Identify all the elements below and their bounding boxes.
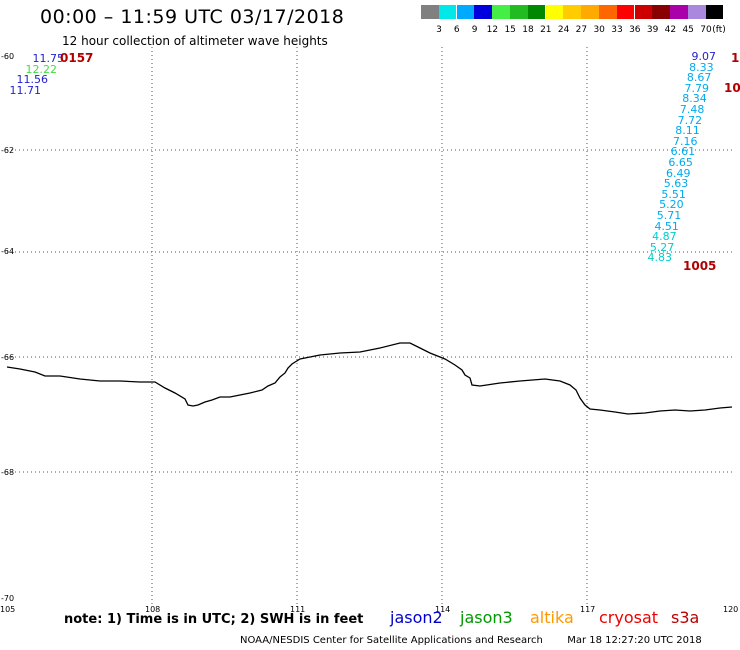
scale-swatch (545, 5, 564, 19)
scale-label: 24 (557, 25, 570, 35)
antarctic-coastline (6, 342, 733, 415)
longitude-label: 117 (580, 605, 596, 614)
footer-note: note: 1) Time is in UTC; 2) SWH is in fe… (64, 612, 364, 627)
latitude-label: -70 (1, 594, 15, 603)
left-track-time: 0157 (60, 51, 94, 65)
scale-label: 36 (629, 25, 641, 35)
right-track-value: 7.48 (679, 103, 705, 116)
scale-swatch (438, 5, 457, 19)
scale-label: 27 (575, 25, 588, 35)
scale-swatch (421, 5, 439, 19)
scale-label: 42 (664, 25, 677, 35)
satellite-legend-altika: altika (530, 608, 574, 627)
right-track-value: 5.20 (659, 198, 684, 212)
scale-swatch (474, 5, 492, 19)
scale-swatch (688, 5, 706, 19)
scale-swatch (581, 5, 599, 19)
scale-label: 30 (593, 25, 605, 35)
longitude-label: 108 (145, 605, 161, 614)
scale-swatch (492, 5, 510, 19)
scale-swatch (616, 5, 635, 19)
scale-swatch (634, 5, 653, 19)
satellite-legend-jason2: jason2 (390, 608, 443, 627)
left-track-value: 11.75 (32, 52, 65, 65)
map-title: 00:00 – 11:59 UTC 03/17/2018 (40, 6, 345, 28)
right-track-value: 6.61 (670, 145, 696, 159)
latitude-label: -62 (1, 146, 15, 155)
right-track-value: 5.71 (656, 209, 682, 222)
right-track-time-top: 1 (731, 51, 740, 65)
scale-label: 15 (504, 25, 516, 35)
scale-label: 33 (611, 25, 623, 35)
longitude-label: 120 (723, 605, 739, 614)
map-subtitle: 12 hour collection of altimeter wave hei… (62, 34, 328, 48)
scale-swatch (563, 5, 581, 19)
scale-unit: (ft) (712, 25, 726, 35)
scale-label: 70 (700, 25, 712, 35)
right-track-value: 7.72 (677, 113, 703, 127)
right-track-value: 4.83 (647, 251, 673, 265)
latitude-label: -66 (1, 353, 15, 362)
right-track-value: 7.16 (672, 134, 698, 148)
right-track-value: 5.51 (661, 187, 686, 201)
left-track-value: 11.56 (16, 73, 49, 86)
scale-swatch (705, 5, 724, 19)
left-track-value: 11.71 (9, 84, 42, 97)
longitude-label: 111 (290, 605, 306, 614)
satellite-legend-jason3: jason3 (460, 608, 513, 627)
scale-swatch (510, 5, 528, 19)
scale-label: 39 (646, 25, 659, 35)
scale-swatch (652, 5, 670, 19)
right-track-time-mid: 10 (724, 81, 740, 95)
scale-label: 21 (540, 25, 552, 35)
right-track-value: 8.11 (675, 124, 700, 138)
scale-swatch (456, 5, 475, 19)
scale-swatch (599, 5, 617, 19)
right-track-value: 5.27 (649, 240, 675, 254)
footer-credit: NOAA/NESDIS Center for Satellite Applica… (240, 635, 702, 646)
satellite-legend-s3a: s3a (671, 608, 700, 627)
satellite-legend-cryosat: cryosat (599, 608, 659, 627)
latitude-label: -64 (1, 247, 15, 256)
scale-label: 45 (682, 25, 694, 35)
right-track-time-bottom: 1005 (683, 259, 717, 273)
left-track-value: 12.22 (25, 63, 58, 76)
right-track-value: 5.63 (663, 177, 689, 191)
right-track-value: 8.67 (686, 71, 712, 85)
grid-lines (7, 47, 735, 605)
right-track-value: 4.87 (652, 230, 677, 244)
right-track-value: 6.65 (668, 156, 693, 169)
right-track-value: 8.33 (689, 60, 714, 74)
latitude-label: -60 (1, 52, 15, 61)
scale-label: 12 (486, 25, 499, 35)
credit-text: NOAA/NESDIS Center for Satellite Applica… (240, 635, 543, 646)
longitude-label: 105 (0, 605, 16, 614)
scale-swatch (527, 5, 546, 19)
scale-label: 3 (436, 25, 442, 35)
scale-swatch (670, 5, 688, 19)
latitude-label: -68 (1, 468, 15, 477)
right-track-value: 9.07 (691, 50, 717, 63)
longitude-label: 114 (435, 605, 451, 614)
generated-timestamp: Mar 18 12:27:20 UTC 2018 (567, 635, 702, 646)
scale-label: 9 (471, 25, 478, 35)
right-track-value: 8.34 (682, 92, 707, 106)
right-track-value: 6.49 (666, 166, 691, 180)
scale-label: 6 (453, 25, 460, 35)
right-track-value: 4.51 (654, 219, 679, 233)
right-track-value: 7.79 (684, 81, 710, 95)
scale-label: 18 (522, 25, 534, 35)
